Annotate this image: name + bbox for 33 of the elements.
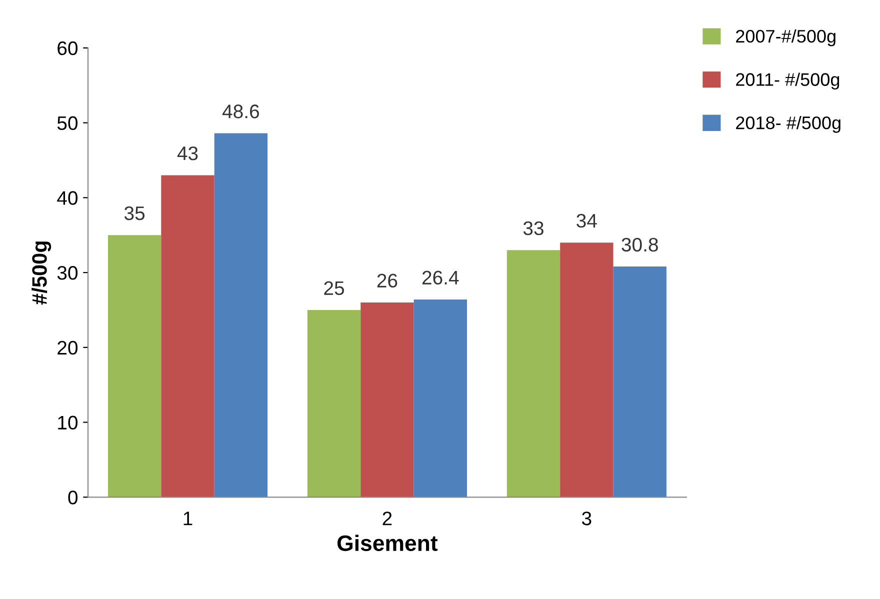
bar	[414, 300, 467, 498]
bar	[360, 302, 414, 498]
data-label: 33	[523, 221, 544, 236]
bar	[613, 266, 666, 498]
data-label: 26	[377, 274, 398, 288]
y-tick-label: 60	[58, 41, 78, 56]
legend-label: 2007-#/500g	[736, 29, 836, 46]
data-label: 26.4	[422, 270, 459, 285]
y-tick-label: 30	[57, 266, 78, 280]
y-tick-label: 40	[57, 191, 78, 205]
data-label: 43	[177, 146, 198, 160]
legend-label: 2011- #/500g	[736, 72, 840, 90]
x-axis-title: Gisement	[337, 534, 438, 552]
y-tick-label: 20	[58, 340, 78, 355]
legend-label: 2018- #/500g	[736, 116, 840, 133]
x-tick-label: 1	[184, 512, 192, 526]
bar	[108, 235, 162, 498]
data-label: 48.6	[222, 104, 259, 118]
data-label: 25	[324, 281, 344, 296]
x-tick-label: 3	[582, 512, 592, 526]
y-tick-label: 50	[57, 116, 78, 130]
data-label: 34	[576, 214, 597, 228]
y-axis-title: #/500g	[32, 242, 52, 305]
bar	[214, 133, 268, 498]
bar	[161, 175, 214, 498]
bar	[506, 250, 560, 498]
x-tick-label: 2	[382, 512, 392, 526]
bar	[307, 310, 361, 498]
y-tick-label: 10	[58, 416, 78, 430]
data-label: 35	[124, 206, 145, 220]
y-tick-label: 0	[68, 490, 78, 504]
bar	[560, 242, 614, 498]
data-label: 30.8	[622, 238, 658, 252]
